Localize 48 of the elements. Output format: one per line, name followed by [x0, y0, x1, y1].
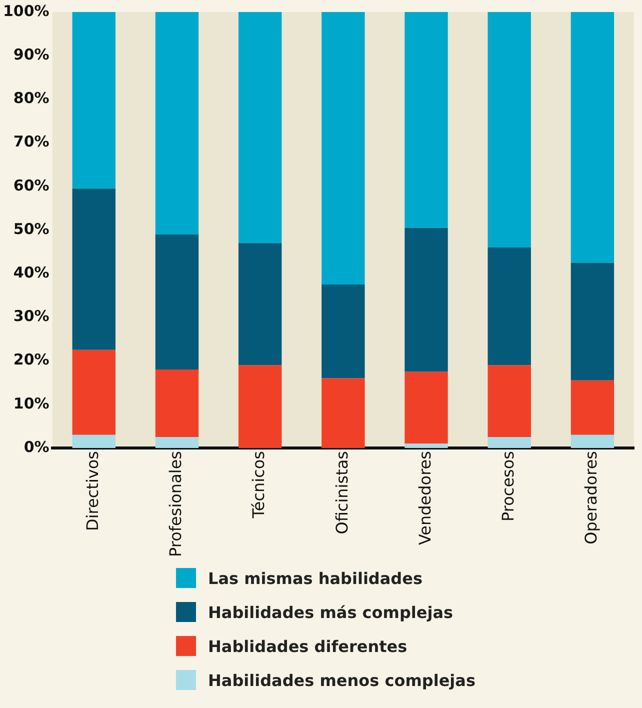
- y-tick-label: 100%: [2, 2, 50, 20]
- bar: [155, 370, 199, 438]
- y-tick-label: 90%: [13, 45, 50, 64]
- y-tick-label: 80%: [13, 89, 50, 108]
- bar: [72, 434, 116, 448]
- bar: [155, 437, 199, 448]
- bar: [322, 284, 365, 378]
- bar: [570, 12, 614, 263]
- bar: [570, 380, 614, 435]
- bar: [570, 262, 614, 380]
- y-tick-label: 30%: [13, 307, 50, 326]
- legend-label: Habilidades más complejas: [208, 602, 454, 622]
- bar: [155, 234, 199, 370]
- bar: [72, 188, 116, 350]
- y-tick-label: 60%: [13, 176, 50, 194]
- legend-label: Habilidades menos complejas: [208, 670, 476, 690]
- x-tick-label: Procesos: [498, 451, 518, 522]
- bar: [155, 12, 199, 234]
- bar: [404, 228, 448, 372]
- x-tick-label: Oficinistas: [332, 451, 352, 534]
- bar: [72, 350, 116, 435]
- x-tick-label: Profesionales: [166, 451, 186, 557]
- bar: [488, 12, 531, 248]
- bar: [570, 434, 614, 448]
- bar: [238, 243, 282, 366]
- y-tick-label: 10%: [13, 394, 50, 412]
- y-tick-label: 20%: [13, 350, 50, 369]
- bar: [322, 378, 365, 448]
- y-tick-label: 40%: [13, 263, 50, 282]
- bar: [322, 12, 365, 284]
- bar: [404, 444, 448, 448]
- y-tick-label: 70%: [13, 132, 50, 151]
- bar: [404, 372, 448, 444]
- bar: [238, 12, 282, 244]
- x-tick-label: Técnicos: [249, 451, 268, 520]
- bar: [488, 365, 531, 438]
- bar: [404, 12, 448, 228]
- legend-label: Hablidades diferentes: [208, 636, 408, 656]
- legend-label: Las mismas habilidades: [208, 568, 422, 588]
- x-tick-label: Vendedores: [415, 451, 434, 546]
- bar: [238, 365, 282, 448]
- bar: [72, 12, 116, 189]
- y-tick-label: 0%: [24, 438, 50, 456]
- x-tick-label: Operadores: [582, 451, 601, 544]
- x-tick-label: Directivos: [83, 451, 102, 531]
- bar: [488, 247, 531, 366]
- bar: [488, 437, 531, 448]
- y-tick-label: 50%: [13, 220, 50, 238]
